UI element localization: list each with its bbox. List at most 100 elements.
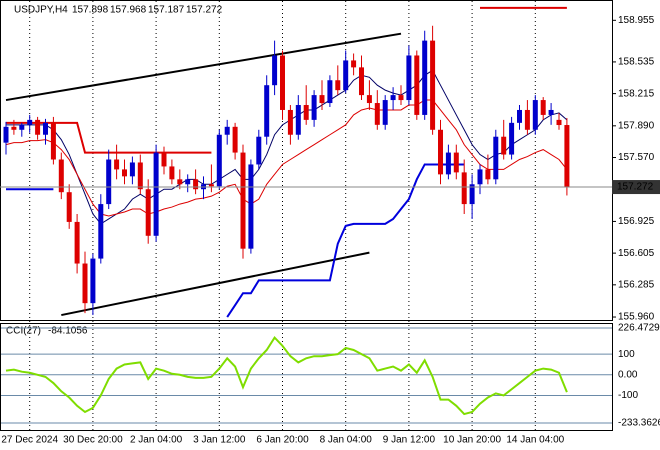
y-tick-label: 158.535: [618, 57, 655, 68]
candle-body: [43, 122, 48, 135]
x-tick-label: 14 Jan 04:00: [506, 435, 564, 446]
y-tick-label: 157.890: [618, 120, 655, 131]
candle-body: [82, 263, 88, 304]
header-open: 157.898: [72, 5, 109, 16]
candle-body: [556, 119, 562, 126]
y-tick-label: -100: [618, 390, 638, 401]
candle-body: [19, 124, 25, 130]
candle-body: [469, 184, 475, 205]
candle-body: [272, 55, 278, 86]
candle-body: [248, 164, 254, 249]
candle-body: [359, 67, 364, 96]
current-price-box: [612, 180, 660, 195]
candle-body: [422, 40, 428, 115]
candle-body: [445, 152, 451, 175]
candle-body: [390, 95, 396, 101]
candle-body: [145, 189, 151, 236]
cci-title: CCI(27): [6, 326, 41, 337]
candle-body: [493, 136, 499, 180]
candle-body: [430, 40, 436, 130]
candle-body: [280, 55, 285, 110]
current-price-label: 157.272: [617, 182, 654, 193]
candle-body: [327, 80, 333, 104]
candle-body: [335, 80, 341, 91]
candle-body: [295, 105, 301, 135]
candle-body: [524, 109, 530, 130]
candle-body: [509, 122, 515, 155]
y-tick-label: 226.4729: [618, 323, 660, 334]
candle-body: [27, 119, 33, 125]
candle-body: [311, 95, 317, 120]
x-tick-label: 30 Dec 20:00: [63, 435, 123, 446]
x-tick-label: 9 Jan 12:00: [383, 435, 436, 446]
candle-body: [177, 179, 183, 185]
candle-body: [122, 169, 127, 177]
x-tick-label: 2 Jan 04:00: [130, 435, 183, 446]
main-panel: [0, 0, 613, 321]
candle-body: [540, 100, 546, 115]
candle-body: [169, 166, 175, 180]
candle-body: [11, 126, 17, 130]
cci-panel: [0, 323, 613, 431]
candle-body: [232, 126, 238, 153]
cci-value: -84.1056: [48, 326, 88, 337]
y-tick-label: 156.925: [618, 216, 655, 227]
candle-body: [129, 162, 135, 177]
candle-body: [501, 136, 507, 155]
chart-title: USDJPY,H4: [14, 5, 68, 16]
header-close: 157.272: [186, 5, 223, 16]
candle-body: [240, 152, 246, 249]
header-high: 157.968: [110, 5, 147, 16]
y-tick-label: 156.605: [618, 248, 655, 259]
candle-body: [406, 55, 412, 101]
candle-body: [161, 152, 167, 167]
x-tick-label: 8 Jan 04:00: [320, 435, 373, 446]
candle-body: [564, 125, 570, 188]
candle-body: [153, 152, 159, 236]
x-tick-label: 27 Dec 2024: [1, 435, 58, 446]
trendline: [61, 251, 370, 317]
header-low: 157.187: [148, 5, 185, 16]
y-tick-label: 157.570: [618, 152, 655, 163]
candle-body: [216, 134, 222, 187]
candle-body: [453, 152, 459, 173]
candle-body: [303, 105, 309, 120]
y-tick-label: -233.3626: [618, 418, 660, 429]
candle-body: [414, 55, 420, 115]
candle-body: [461, 172, 467, 205]
candle-body: [287, 109, 293, 135]
indicator-line: [226, 163, 465, 318]
candle-body: [50, 122, 56, 160]
candle-body: [114, 159, 120, 170]
candle-body: [517, 109, 522, 123]
candle-body: [193, 179, 199, 190]
candle-body: [106, 159, 112, 205]
candle-body: [208, 184, 214, 187]
y-tick-label: 156.285: [618, 279, 655, 290]
trendline: [5, 32, 402, 102]
candle-body: [137, 162, 143, 190]
x-tick-label: 3 Jan 12:00: [193, 435, 246, 446]
candle-body: [398, 95, 404, 101]
candle-body: [58, 159, 64, 193]
y-tick-label: 155.960: [618, 312, 655, 323]
candle-body: [438, 129, 443, 175]
candle-body: [382, 100, 388, 125]
candle-body: [351, 60, 357, 68]
candle-body: [256, 136, 262, 165]
y-tick-label: 0.00: [618, 369, 638, 380]
candle-body: [224, 126, 230, 135]
candle-body: [477, 169, 483, 185]
x-tick-label: 10 Jan 20:00: [443, 435, 501, 446]
candle-body: [366, 95, 372, 104]
y-tick-label: 158.215: [618, 88, 655, 99]
x-tick-label: 6 Jan 20:00: [256, 435, 309, 446]
candle-body: [374, 103, 380, 125]
candle-body: [343, 60, 349, 91]
candle-body: [66, 192, 72, 222]
candle-body: [90, 258, 96, 304]
candle-body: [74, 221, 80, 264]
y-tick-label: 158.955: [618, 15, 655, 26]
candle-body: [98, 204, 104, 259]
